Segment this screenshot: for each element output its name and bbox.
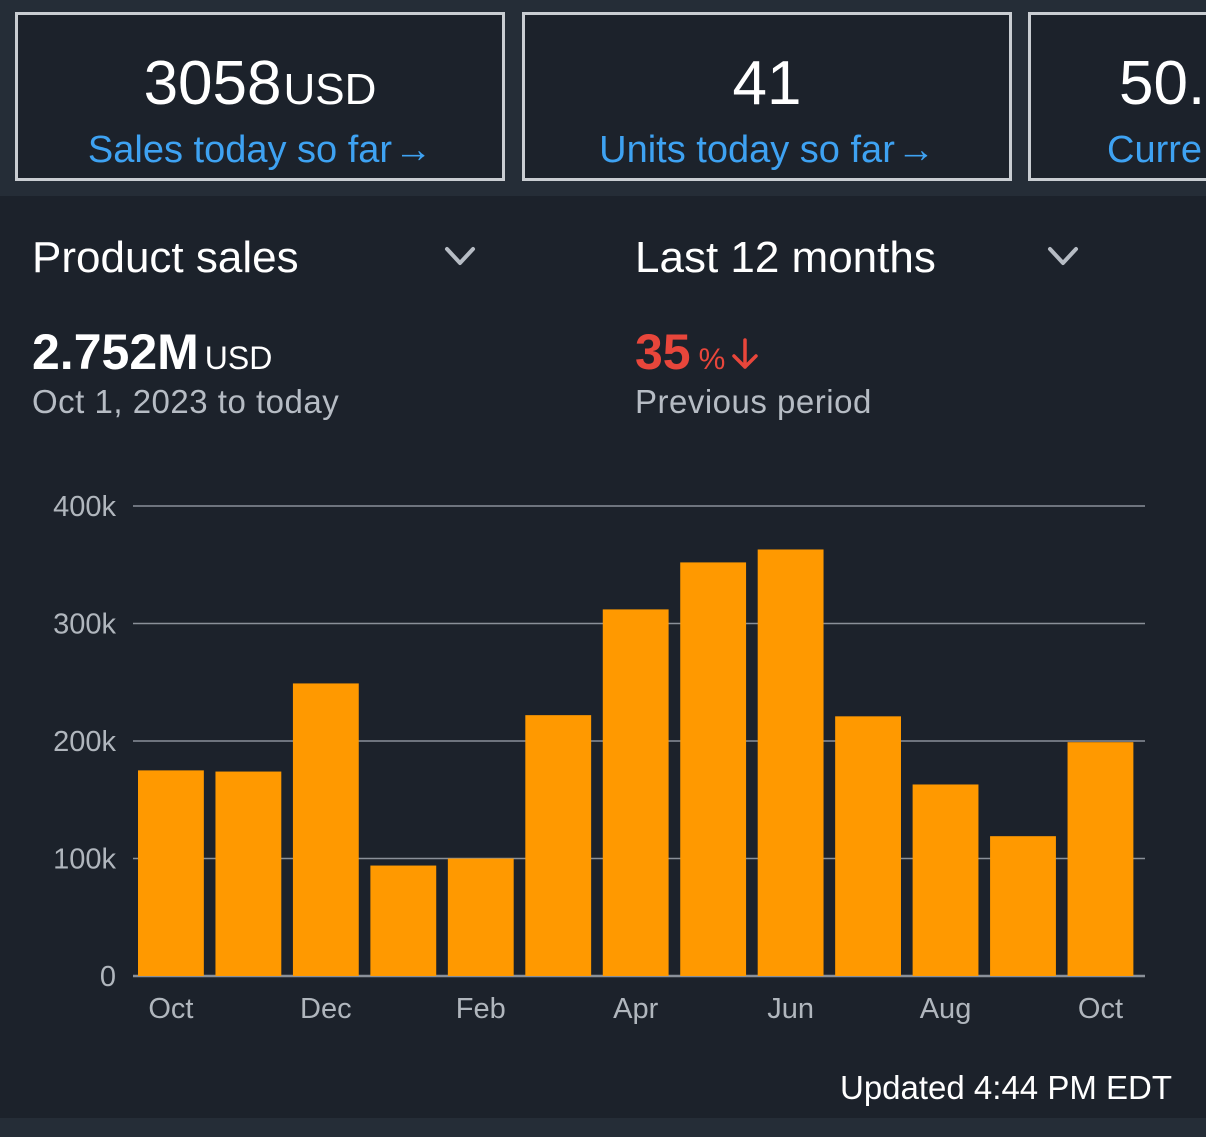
y-tick-label: 300k <box>53 609 116 641</box>
bar-dec <box>292 683 359 976</box>
period-dropdown[interactable]: Last 12 months <box>635 232 1085 284</box>
y-tick-label: 0 <box>100 961 116 993</box>
bar-may <box>680 562 747 976</box>
bar-oct <box>1067 742 1134 976</box>
total-sales-unit: USD <box>204 340 273 376</box>
units-today-card[interactable]: 41 Units today so far→ <box>522 12 1012 181</box>
units-today-link[interactable]: Units today so far→ <box>599 129 935 171</box>
y-tick-label: 200k <box>53 726 116 758</box>
bar-apr <box>602 609 669 976</box>
x-tick-label: Aug <box>920 993 972 1025</box>
change-unit: % <box>698 343 726 376</box>
sales-today-value: 3058USD <box>143 49 377 118</box>
bar-jul <box>835 716 901 976</box>
sales-today-unit: USD <box>283 65 377 114</box>
total-sales-range: Oct 1, 2023 to today <box>32 383 340 420</box>
units-today-value: 41 <box>732 49 802 118</box>
bar-aug <box>912 784 979 976</box>
x-tick-label: Dec <box>300 993 352 1025</box>
change-value: 35% <box>635 324 759 388</box>
arrow-right-icon: → <box>896 129 935 171</box>
y-tick-label: 400k <box>53 491 116 523</box>
bar-mar <box>525 715 592 976</box>
bar-oct <box>138 770 204 976</box>
x-tick-label: Oct <box>148 993 193 1025</box>
current-card[interactable]: 50. Curre <box>1028 12 1206 181</box>
x-tick-label: Apr <box>613 993 658 1025</box>
metric-dropdown-label: Product sales <box>32 233 299 282</box>
updated-timestamp: Updated 4:44 PM EDT <box>840 1069 1172 1106</box>
arrow-down-icon <box>732 338 759 369</box>
sales-today-card[interactable]: 3058USD Sales today so far→ <box>15 12 505 181</box>
y-tick-label: 100k <box>53 844 116 876</box>
sales-bar-chart: 400k 300k 200k 100k 0 Oct Dec Feb Apr Jun Aug Oct <box>53 491 1145 1025</box>
x-tick-label: Oct <box>1078 993 1123 1025</box>
total-sales-value: 2.752M USD <box>32 324 273 380</box>
sales-panel: Product sales Last 12 months 2.752M USD O… <box>0 196 1206 1118</box>
current-value: 50. <box>1119 49 1206 118</box>
bar-sep <box>990 836 1056 976</box>
period-dropdown-label: Last 12 months <box>635 233 936 282</box>
footer-strip <box>0 1118 1206 1137</box>
metric-dropdown[interactable]: Product sales <box>32 232 482 284</box>
change-label: Previous period <box>635 383 872 420</box>
bar-nov <box>215 771 282 976</box>
bar-jan <box>370 865 437 976</box>
bar-jun <box>757 549 824 976</box>
arrow-right-icon: → <box>394 129 433 171</box>
sales-today-link[interactable]: Sales today so far→ <box>87 129 433 171</box>
x-tick-label: Feb <box>456 993 506 1025</box>
chevron-down-icon <box>1048 247 1078 265</box>
chevron-down-icon <box>445 247 475 265</box>
x-tick-label: Jun <box>767 993 814 1025</box>
stats-row: 3058USD Sales today so far→ 41 Units tod… <box>0 0 1206 196</box>
current-link[interactable]: Curre <box>1107 129 1203 171</box>
bar-feb <box>447 858 514 976</box>
